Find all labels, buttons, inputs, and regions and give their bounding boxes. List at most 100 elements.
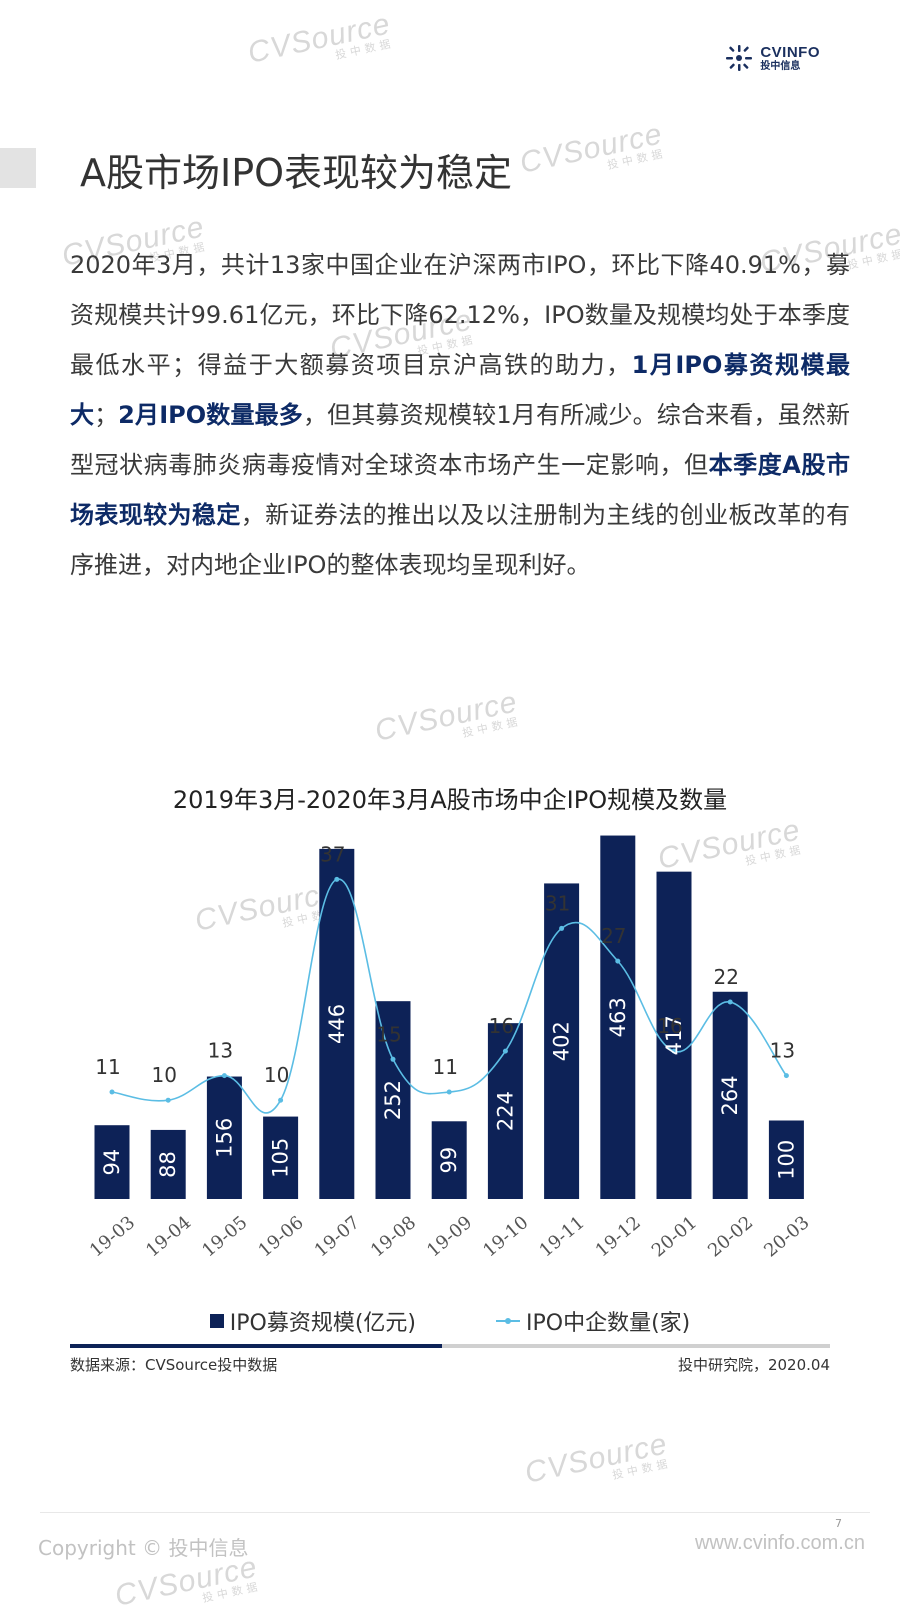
- bar-value-label: 446: [325, 1004, 349, 1044]
- heading-accent-bar: [0, 148, 36, 188]
- para-highlight: 1月IPO募资规模最大: [70, 351, 851, 429]
- count-value-label: 31: [545, 891, 570, 915]
- bar: [431, 1121, 467, 1199]
- count-point: [615, 958, 621, 964]
- bar-value-label: 417: [662, 1015, 686, 1055]
- x-tick-label: 20-01: [648, 1212, 701, 1261]
- count-point: [334, 876, 340, 882]
- legend-bar-swatch: [209, 1314, 224, 1328]
- ipo-chart: 94 88 156 105 446 252 99 224 402 463 417 264 100 11 10…: [86, 835, 813, 1262]
- x-tick-label: 19-12: [592, 1212, 645, 1261]
- watermark: CVSource 投中数据: [522, 1427, 673, 1490]
- bar-value-label: 252: [381, 1080, 405, 1120]
- para-highlight: 本季度A股市场表现较为稳定: [70, 451, 851, 529]
- progress-bar: [70, 1344, 830, 1348]
- cvinfo-logo: CVINFO 投中信息: [724, 40, 820, 76]
- x-tick-label: 19-05: [198, 1212, 251, 1261]
- count-point: [109, 1089, 115, 1095]
- x-tick-label: 19-09: [423, 1212, 476, 1261]
- count-value-label: 10: [151, 1063, 176, 1087]
- x-tick-label: 19-04: [142, 1212, 195, 1261]
- watermark: CVSource 投中数据: [372, 685, 523, 748]
- x-tick-label: 19-11: [535, 1212, 588, 1261]
- bar: [319, 848, 355, 1199]
- count-value-label: 22: [713, 965, 738, 989]
- bar-value-label: 105: [269, 1138, 293, 1178]
- progress-fill: [70, 1344, 443, 1348]
- copyright-text: Copyright © 投中信息: [38, 1536, 249, 1560]
- bar-value-label: 94: [100, 1149, 124, 1176]
- data-source: 数据来源：CVSource投中数据: [70, 1356, 278, 1374]
- bar-value-label: 156: [212, 1118, 236, 1158]
- bar: [94, 1125, 130, 1199]
- count-value-label: 13: [770, 1039, 795, 1063]
- bar: [656, 871, 692, 1199]
- cvinfo-logo-icon: [726, 45, 753, 71]
- bar-value-label: 402: [550, 1021, 574, 1061]
- bar: [150, 1129, 186, 1199]
- bar: [712, 991, 748, 1199]
- para-text: ，新证券法的推出以及以注册制为主线的创业板改革的有序推进，对内地企业IPO的整体…: [70, 501, 851, 579]
- para-text: 2020年3月，共计13家中国企业在沪深两市IPO，环比下降40.91%，募资规…: [70, 251, 850, 379]
- bar-value-label: 100: [774, 1140, 798, 1180]
- watermark: CVSource 投中数据: [245, 7, 396, 70]
- count-value-label: 11: [432, 1055, 457, 1079]
- count-point: [446, 1089, 452, 1095]
- footer-divider: [40, 1512, 870, 1513]
- para-highlight: 2月IPO数量最多: [118, 401, 303, 429]
- legend-line-swatch: [496, 1318, 520, 1324]
- count-point: [165, 1097, 171, 1103]
- x-tick-label: 19-03: [86, 1212, 139, 1261]
- count-value-label: 11: [95, 1055, 120, 1079]
- bar-value-label: 88: [156, 1151, 180, 1178]
- chart-title: 2019年3月-2020年3月A股市场中企IPO规模及数量: [172, 786, 728, 814]
- bar: [263, 1116, 299, 1199]
- x-tick-label: 19-07: [311, 1212, 364, 1261]
- bar-value-label: 99: [437, 1147, 461, 1174]
- count-value-label: 16: [657, 1014, 682, 1038]
- report-credit: 投中研究院，2020.04: [677, 1356, 830, 1374]
- count-point: [727, 999, 733, 1005]
- count-value-label: 15: [376, 1022, 401, 1046]
- x-tick-label: 19-06: [254, 1212, 307, 1261]
- watermark: CVSource 投中数据: [112, 1550, 263, 1613]
- x-tick-label: 20-02: [704, 1212, 757, 1261]
- x-tick-label: 19-10: [479, 1212, 532, 1261]
- count-value-label: 37: [320, 842, 345, 866]
- x-tick-label: 19-08: [367, 1212, 420, 1261]
- bar: [768, 1120, 804, 1199]
- legend-item-bar: IPO募资规模(亿元): [209, 1305, 416, 1337]
- count-value-label: 16: [489, 1014, 514, 1038]
- count-point: [671, 1048, 677, 1054]
- x-tick-label: 20-03: [760, 1212, 813, 1261]
- bar-value-label: 224: [493, 1091, 517, 1131]
- page-title: A股市场IPO表现较为稳定: [80, 151, 513, 195]
- logo-brand: CVINFO: [760, 43, 820, 61]
- count-point: [278, 1097, 284, 1103]
- count-value-label: 10: [264, 1063, 289, 1087]
- body-paragraph: 2020年3月，共计13家中国企业在沪深两市IPO，环比下降40.91%，募资规…: [70, 240, 850, 590]
- count-value-label: 27: [601, 924, 626, 948]
- website-link[interactable]: www.cvinfo.com.cn: [694, 1532, 865, 1554]
- count-point: [783, 1073, 789, 1079]
- count-point: [502, 1048, 508, 1054]
- legend-line-label: IPO中企数量(家): [526, 1311, 691, 1336]
- bar: [600, 835, 636, 1199]
- count-value-label: 13: [208, 1039, 233, 1063]
- bar-value-label: 463: [606, 997, 630, 1037]
- count-point: [559, 925, 565, 931]
- bar: [544, 883, 580, 1199]
- count-point: [390, 1056, 396, 1062]
- bar: [375, 1001, 411, 1199]
- logo-sub: 投中信息: [760, 60, 801, 72]
- page-number: 7: [835, 1517, 842, 1530]
- para-text: ，但其募资规模较1月有所减少。综合来看，虽然新型冠状病毒肺炎病毒疫情对全球资本市…: [70, 401, 850, 479]
- watermark: CVSource 投中数据: [517, 117, 668, 180]
- bar-value-label: 264: [718, 1075, 742, 1115]
- chart-legend: IPO募资规模(亿元) IPO中企数量(家): [0, 1305, 900, 1337]
- legend-item-line: IPO中企数量(家): [496, 1305, 690, 1337]
- count-point: [221, 1073, 227, 1079]
- legend-bar-label: IPO募资规模(亿元): [229, 1311, 416, 1336]
- bar: [206, 1076, 242, 1199]
- para-text: ；: [94, 401, 119, 429]
